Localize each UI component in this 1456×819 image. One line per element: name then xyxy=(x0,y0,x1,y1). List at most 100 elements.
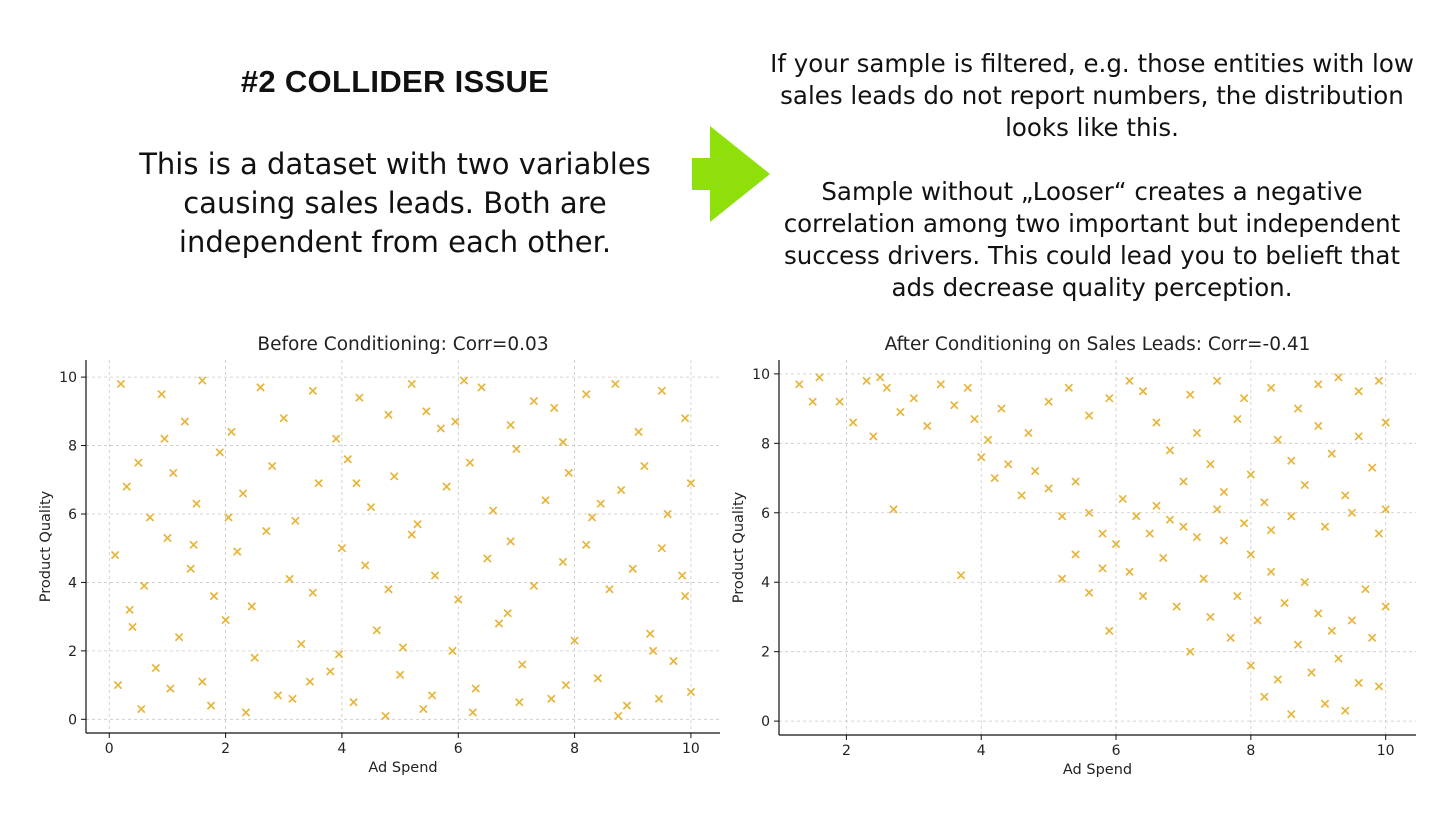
data-point xyxy=(407,379,416,389)
x-tick-label: 4 xyxy=(977,743,986,759)
data-point xyxy=(558,437,568,447)
data-point xyxy=(677,571,687,580)
data-point xyxy=(654,694,664,703)
data-point xyxy=(174,632,184,642)
data-point xyxy=(198,677,207,686)
data-point xyxy=(506,537,515,546)
data-point xyxy=(587,513,597,522)
data-point xyxy=(1206,612,1215,622)
data-point xyxy=(529,396,539,406)
x-tick-label: 4 xyxy=(337,741,346,757)
data-point xyxy=(1185,390,1195,399)
data-point xyxy=(366,502,376,512)
data-point xyxy=(558,557,568,567)
data-point xyxy=(1273,675,1283,684)
data-point xyxy=(1030,466,1040,476)
y-tick-label: 6 xyxy=(761,506,770,522)
data-point xyxy=(550,403,559,413)
data-point xyxy=(648,646,658,656)
data-point xyxy=(372,626,382,635)
data-point xyxy=(494,619,504,628)
data-point xyxy=(869,432,878,441)
data-point xyxy=(227,427,236,437)
data-point xyxy=(795,380,804,389)
data-point xyxy=(454,595,463,604)
data-point xyxy=(1246,550,1256,559)
data-point xyxy=(442,482,451,491)
data-point xyxy=(209,591,219,601)
data-point xyxy=(977,453,986,462)
data-point xyxy=(465,458,475,467)
data-point xyxy=(1111,539,1121,549)
data-point xyxy=(983,435,993,445)
right-arrow-icon xyxy=(692,126,770,222)
data-point xyxy=(285,574,294,584)
data-point xyxy=(896,407,905,417)
data-point xyxy=(611,379,620,389)
data-point xyxy=(680,591,690,601)
data-point xyxy=(1233,591,1242,601)
data-point xyxy=(1334,654,1343,663)
data-point xyxy=(616,485,626,495)
data-point xyxy=(343,455,352,464)
data-point xyxy=(169,468,178,478)
data-point xyxy=(1179,522,1188,531)
data-point xyxy=(1044,484,1053,493)
data-point xyxy=(256,383,265,392)
data-point xyxy=(1300,480,1309,490)
data-point xyxy=(180,417,190,426)
x-axis-label: Ad Spend xyxy=(368,760,437,776)
y-tick-label: 4 xyxy=(761,575,770,591)
x-tick-label: 6 xyxy=(1112,743,1121,759)
x-tick-label: 10 xyxy=(682,741,700,757)
data-point xyxy=(970,414,979,424)
data-point xyxy=(1152,501,1161,511)
chart-title: Before Conditioning: Corr=0.03 xyxy=(257,334,548,355)
y-tick-label: 10 xyxy=(752,367,770,383)
y-tick-label: 4 xyxy=(68,575,77,591)
data-point xyxy=(570,636,579,645)
data-point xyxy=(297,639,306,649)
data-point xyxy=(233,547,242,556)
data-point xyxy=(936,380,945,389)
data-point xyxy=(471,684,480,693)
data-point xyxy=(1138,591,1148,601)
data-point xyxy=(506,420,515,430)
data-point xyxy=(157,390,166,399)
data-point xyxy=(1266,567,1276,577)
data-point xyxy=(160,434,169,443)
data-point xyxy=(215,448,224,457)
data-point xyxy=(657,544,667,553)
data-point xyxy=(1314,380,1323,389)
data-point xyxy=(262,526,271,536)
data-point xyxy=(956,571,966,580)
data-point xyxy=(1239,518,1249,528)
data-point xyxy=(622,701,632,710)
data-point xyxy=(279,413,288,423)
data-point xyxy=(593,674,603,683)
data-point xyxy=(134,458,143,467)
data-point xyxy=(413,520,422,529)
x-tick-label: 0 xyxy=(105,741,114,757)
data-point xyxy=(529,581,539,591)
data-point xyxy=(1199,574,1208,583)
data-point xyxy=(1327,626,1336,636)
data-point xyxy=(1354,387,1363,396)
data-point xyxy=(663,509,672,519)
data-point xyxy=(1381,602,1390,611)
data-point xyxy=(1105,626,1114,636)
data-point xyxy=(384,585,393,594)
data-point xyxy=(1233,414,1242,424)
data-point xyxy=(384,410,393,419)
data-point xyxy=(267,461,277,471)
data-point xyxy=(997,404,1006,413)
data-point xyxy=(1287,512,1296,521)
data-point xyxy=(1246,661,1256,670)
data-points xyxy=(795,373,1390,719)
data-point xyxy=(541,496,550,505)
data-point xyxy=(291,516,300,526)
data-point xyxy=(680,413,690,423)
data-point xyxy=(605,585,614,594)
y-tick-label: 0 xyxy=(68,712,77,728)
data-points xyxy=(110,376,696,721)
